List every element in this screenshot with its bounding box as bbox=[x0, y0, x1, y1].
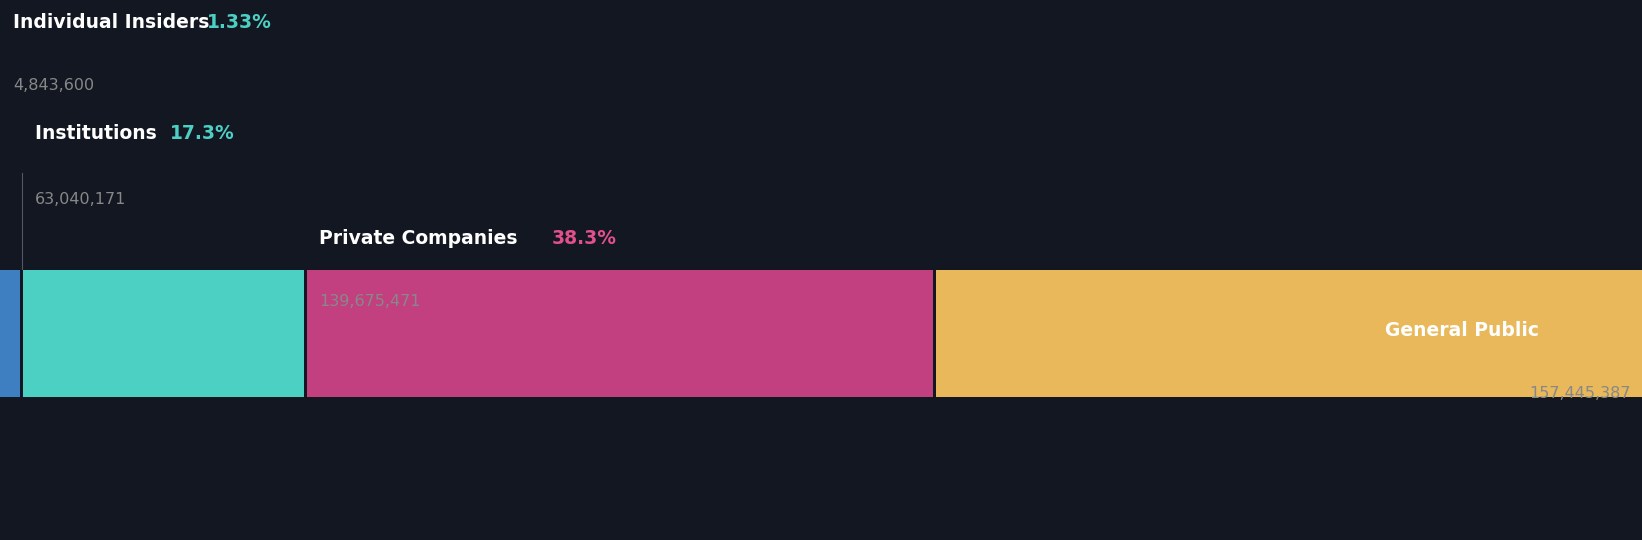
Text: Individual Insiders: Individual Insiders bbox=[13, 14, 217, 32]
Text: 38.3%: 38.3% bbox=[552, 230, 617, 248]
Bar bbox=[933, 270, 936, 397]
Text: Institutions: Institutions bbox=[34, 124, 163, 143]
Text: 17.3%: 17.3% bbox=[169, 124, 235, 143]
Text: 1.33%: 1.33% bbox=[207, 14, 273, 32]
Text: 63,040,171: 63,040,171 bbox=[34, 192, 126, 207]
Bar bbox=[304, 270, 307, 397]
Bar bbox=[0, 270, 21, 397]
Text: 157,445,387: 157,445,387 bbox=[1529, 386, 1631, 401]
Bar bbox=[934, 270, 1642, 397]
Text: Private Companies: Private Companies bbox=[319, 230, 524, 248]
Bar bbox=[20, 270, 23, 397]
Text: 139,675,471: 139,675,471 bbox=[319, 294, 420, 309]
Text: 43.1%: 43.1% bbox=[1545, 321, 1609, 340]
Text: 4,843,600: 4,843,600 bbox=[13, 78, 94, 93]
Bar bbox=[21, 270, 305, 397]
Text: General Public: General Public bbox=[1384, 321, 1545, 340]
Bar bbox=[305, 270, 934, 397]
